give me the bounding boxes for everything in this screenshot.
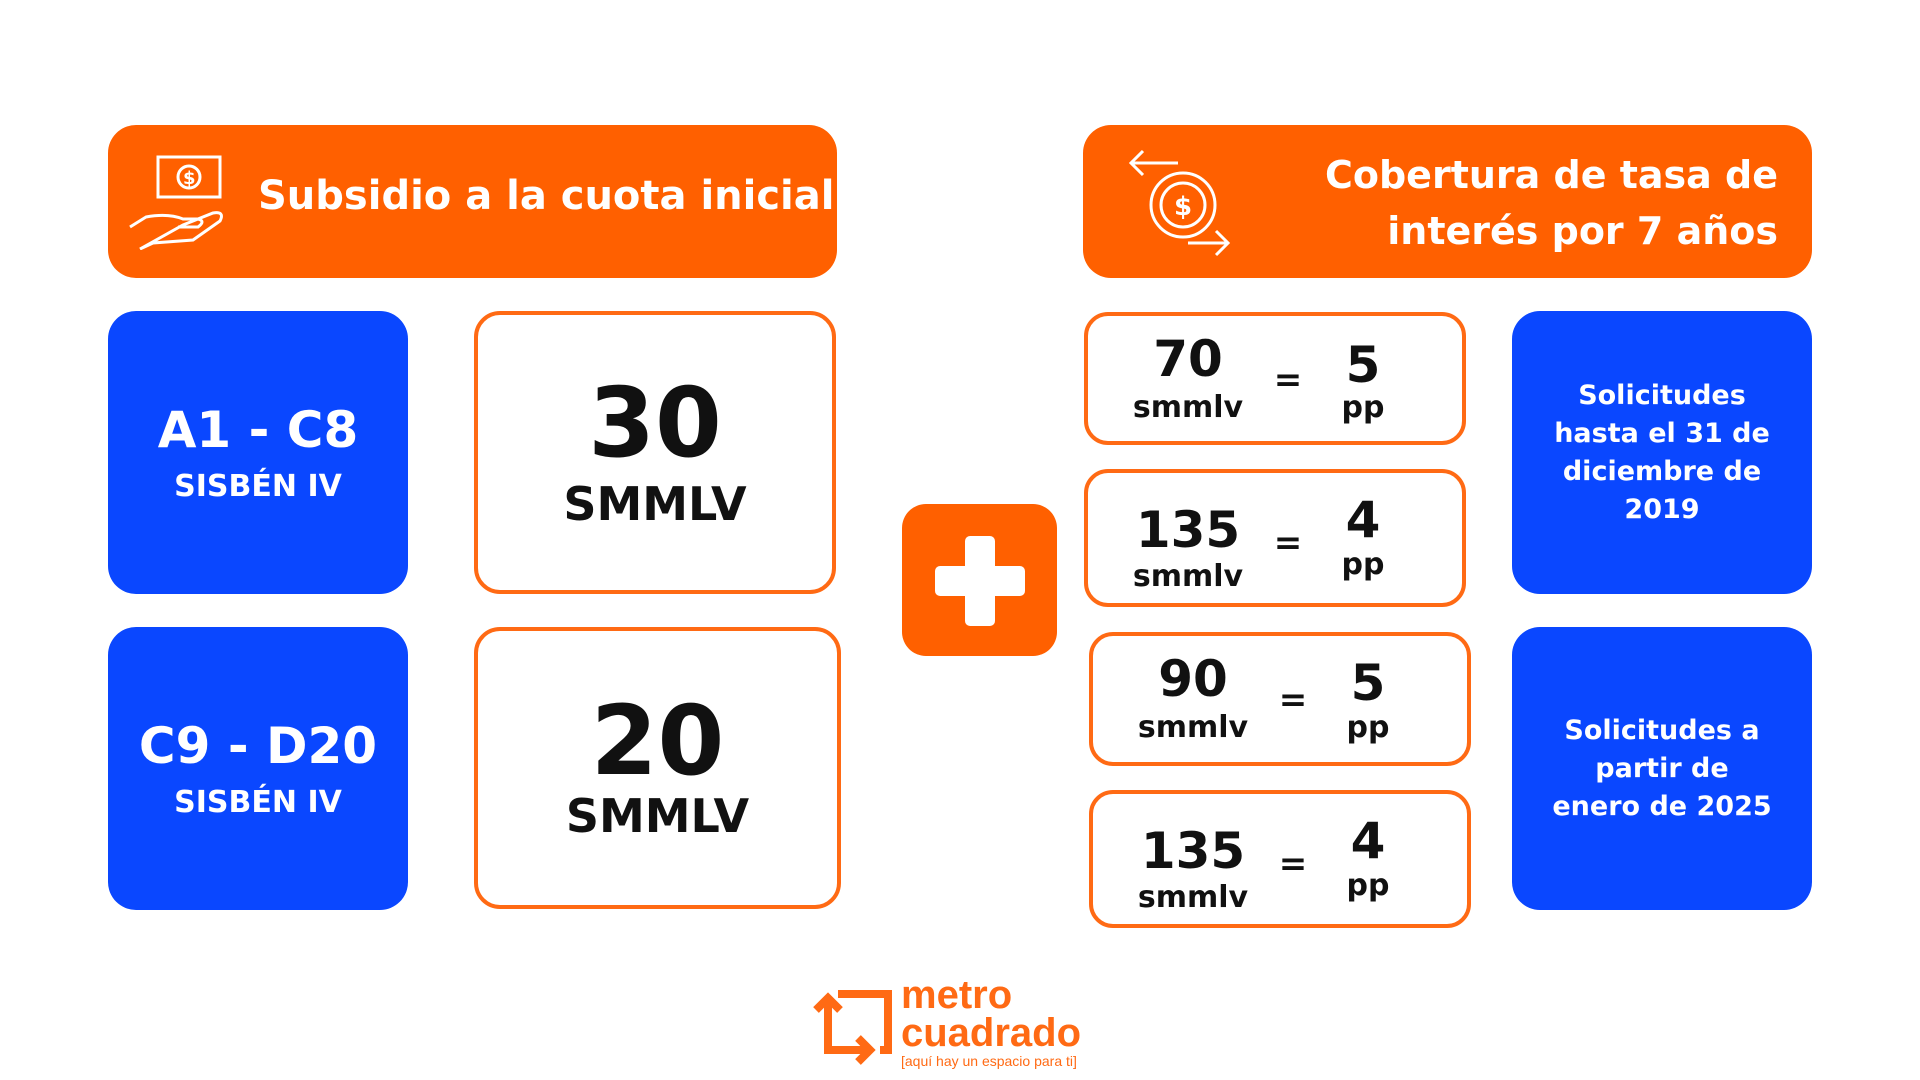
subsidy-unit: SMMLV [563,476,747,531]
coverage-points: 5 [1350,654,1386,712]
sisben-range-card: A1 - C8 SISBÉN IV [108,311,408,594]
coverage-card: 135 smmlv = 4 pp [1084,469,1466,607]
dollar-exchange-icon: $ [1128,149,1231,257]
coverage-value: 90 [1158,650,1228,708]
subsidy-amount-card: 20 SMMLV [474,627,841,909]
subsidy-amount: 30 [588,366,722,479]
subsidy-unit: SMMLV [565,789,750,843]
coverage-title-line2: interés por 7 años [1387,209,1778,253]
logo-arrows-icon [813,990,892,1065]
coverage-unit: smmlv [1137,880,1249,915]
equals-sign: = [1278,844,1308,884]
coverage-unit: smmlv [1132,559,1244,594]
sisben-range-card: C9 - D20 SISBÉN IV [108,627,408,910]
sisben-group: SISBÉN IV [174,785,342,820]
coverage-value: 135 [1140,822,1246,880]
subsidy-amount: 20 [590,685,725,797]
points-unit: pp [1346,710,1390,745]
logo-line2: cuadrado [901,1011,1082,1055]
coverage-value: 135 [1135,501,1241,559]
points-unit: pp [1341,547,1385,582]
coverage-value: 70 [1153,330,1223,388]
period-text: Solicitudes a partir de enero de 2025 [1552,714,1772,822]
subsidy-amount-card: 30 SMMLV [474,311,836,594]
coverage-title: Cobertura de tasa de interés por 7 años [1325,147,1778,259]
logo-text: metro cuadrado [aquí hay un espacio para… [901,973,1082,1070]
coverage-points: 5 [1345,336,1381,394]
coverage-points: 4 [1345,491,1381,549]
coverage-card: 70 smmlv = 5 pp [1084,312,1466,445]
coverage-title-line1: Cobertura de tasa de [1324,153,1778,197]
svg-text:$: $ [1174,192,1192,222]
equals-sign: = [1273,360,1303,400]
equals-sign: = [1278,680,1308,720]
points-unit: pp [1341,390,1385,425]
coverage-card: 90 smmlv = 5 pp [1089,632,1471,766]
period-card: Solicitudes a partir de enero de 2025 [1512,627,1812,910]
period-text: Solicitudes hasta el 31 de diciembre de … [1554,379,1770,525]
coverage-card: 135 smmlv = 4 pp [1089,790,1471,928]
sisben-range: C9 - D20 [138,717,378,775]
logo-line1: metro [901,973,1013,1017]
svg-text:$: $ [183,168,196,189]
subsidy-header: $ Subsidio a la cuota inicial [108,125,837,278]
metrocuadrado-logo: metro cuadrado [aquí hay un espacio para… [808,975,1108,1080]
period-card: Solicitudes hasta el 31 de diciembre de … [1512,311,1812,594]
coverage-unit: smmlv [1132,390,1244,425]
subsidy-title: Subsidio a la cuota inicial [258,173,835,219]
equals-sign: = [1273,523,1303,563]
points-unit: pp [1346,868,1390,903]
plus-icon [902,504,1057,656]
coverage-unit: smmlv [1137,710,1249,745]
money-hand-icon: $ [129,155,223,250]
sisben-group: SISBÉN IV [174,469,342,504]
coverage-header: $ Cobertura de tasa de interés por 7 año… [1083,125,1812,278]
sisben-range: A1 - C8 [157,401,359,459]
logo-tagline: [aquí hay un espacio para ti] [901,1053,1077,1069]
coverage-points: 4 [1350,812,1386,870]
